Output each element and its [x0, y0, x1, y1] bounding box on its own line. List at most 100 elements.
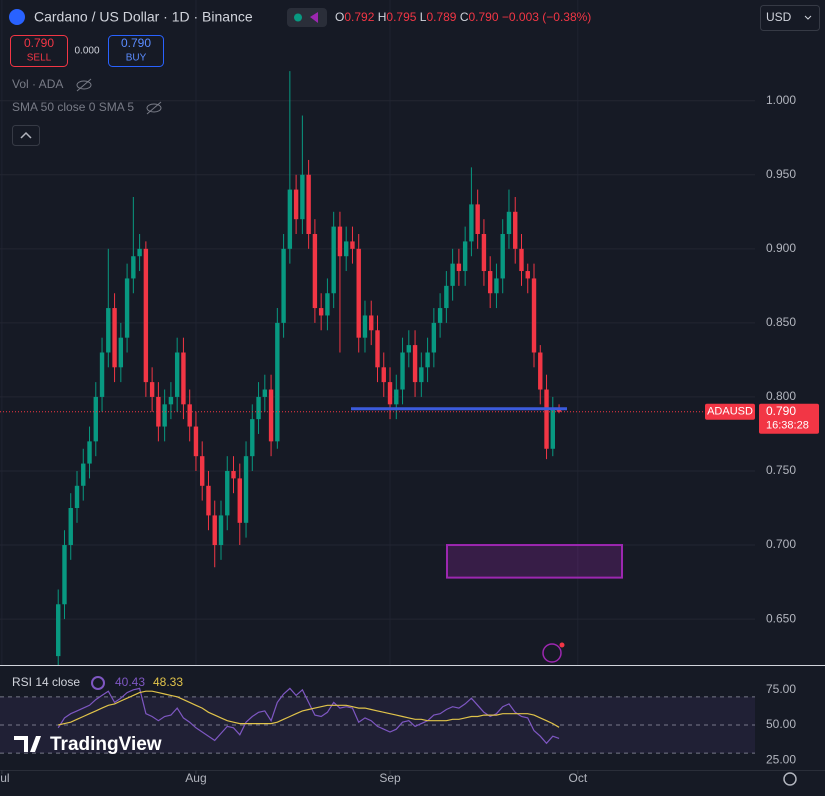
collapse-button[interactable]	[12, 125, 40, 146]
y-tick-label: 0.650	[766, 611, 796, 625]
sell-button[interactable]	[10, 35, 68, 67]
volume-legend: Vol · ADA	[12, 77, 63, 91]
status-icons[interactable]	[287, 8, 327, 27]
candle-body	[325, 293, 330, 316]
buy-label: BUY	[126, 53, 147, 64]
rsi-tick-label: 50.00	[766, 717, 796, 731]
sell-label: SELL	[27, 53, 52, 64]
candle-body	[93, 396, 98, 442]
candle-body	[87, 441, 92, 464]
ohlc-value: 0.795	[386, 10, 416, 24]
candle-body	[343, 241, 349, 257]
change: −0.003	[502, 10, 539, 24]
currency-button[interactable]	[760, 5, 820, 31]
candle-body	[68, 508, 73, 546]
candle-body	[106, 308, 111, 353]
y-tick-label: 0.750	[766, 463, 796, 477]
zone	[446, 544, 623, 579]
settings-icon[interactable]	[783, 772, 797, 786]
y-tick-label: 0.900	[766, 241, 796, 255]
candle-body	[381, 367, 386, 383]
candle-body	[181, 352, 186, 405]
candle-body	[462, 241, 468, 272]
candle-body	[337, 226, 343, 257]
price-pane	[0, 0, 755, 665]
price-badge	[759, 403, 819, 434]
candle-body	[494, 278, 499, 294]
candle-body	[256, 396, 261, 420]
candle-body	[350, 241, 355, 249]
candle-body	[225, 470, 230, 516]
candle-body	[112, 308, 117, 368]
candle-body	[74, 485, 80, 509]
candle-body	[394, 389, 399, 405]
candle-body	[131, 256, 136, 279]
ohlc-value: 0.789	[426, 10, 456, 24]
rsi-line	[57, 687, 560, 745]
x-tick-label: Sep	[379, 771, 401, 785]
candle-body	[362, 315, 368, 338]
candle-body	[62, 545, 67, 605]
symbol-badge-text: ADAUSD	[707, 406, 753, 418]
candle-body	[331, 226, 336, 294]
candle-body	[444, 285, 449, 309]
price-badge-value: 0.790	[766, 404, 796, 418]
y-tick-label: 0.700	[766, 537, 796, 551]
candle-body	[506, 211, 512, 235]
rsi-icon	[91, 676, 105, 690]
symbol-badge	[705, 403, 755, 420]
candle-body	[118, 337, 124, 368]
candle-body	[425, 352, 430, 368]
candle-body	[356, 248, 361, 338]
candle-body	[250, 419, 255, 457]
y-tick-label: 0.800	[766, 389, 796, 403]
candle-body	[156, 396, 161, 427]
legend-rsi-ma: 48.33	[153, 675, 183, 689]
candle-body	[306, 174, 311, 235]
candle-body	[56, 604, 61, 657]
rsi-tick-label: 25.00	[766, 752, 796, 766]
candle-body	[550, 408, 555, 449]
hide-icon[interactable]	[146, 101, 162, 115]
candle-body	[456, 263, 462, 272]
spread: 0.000	[74, 46, 99, 57]
symbol-icon	[9, 9, 25, 25]
y-tick-label: 1.000	[766, 93, 796, 107]
candle-body	[500, 234, 505, 279]
candle-body	[412, 345, 418, 383]
candle-body	[237, 478, 242, 523]
candle-body	[268, 389, 274, 442]
candle-body	[212, 515, 217, 546]
candle-body	[481, 234, 487, 272]
ohlc-value: 0.792	[344, 10, 374, 24]
candle-body	[375, 330, 380, 368]
candle-body	[243, 456, 249, 523]
candle-body	[475, 204, 480, 235]
candle-body	[437, 308, 443, 323]
ohlc-value: 0.790	[469, 10, 499, 24]
candle-body	[162, 404, 167, 427]
ohlc-label: C	[460, 10, 469, 24]
hide-icon[interactable]	[76, 78, 92, 92]
alert-icon[interactable]	[542, 643, 562, 663]
ohlc: O0.792 H0.795 L0.789 C0.790 −0.003 (−0.3…	[335, 10, 591, 24]
sell-price: 0.790	[24, 36, 54, 50]
ohlc-label: O	[335, 10, 344, 24]
candle-body	[387, 382, 393, 405]
buy-button[interactable]	[108, 35, 164, 67]
candle-body	[124, 278, 130, 338]
change-pct: (−0.38%)	[542, 10, 591, 24]
candle-body	[287, 189, 293, 249]
candle-body	[312, 234, 318, 309]
candle-body	[143, 248, 149, 383]
currency-caret	[804, 15, 812, 20]
candle-body	[200, 456, 205, 486]
buy-price: 0.790	[121, 36, 151, 50]
candle-body	[187, 404, 192, 427]
x-tick-label: Oct	[568, 771, 587, 785]
candle-body	[406, 345, 412, 353]
candle-body	[99, 352, 105, 397]
rsi-line	[58, 690, 560, 728]
candle-body	[544, 389, 549, 449]
